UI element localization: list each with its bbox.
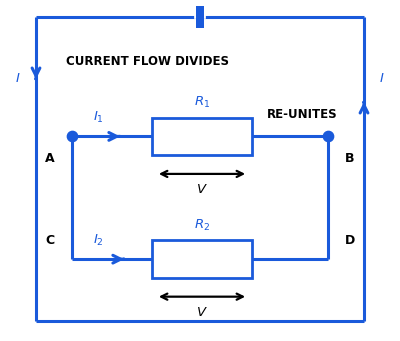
Text: $V$: $V$ [196,306,208,318]
Text: A: A [45,152,55,165]
Bar [152,118,252,155]
Text: $I$: $I$ [15,72,21,85]
Text: RE-UNITES: RE-UNITES [267,108,337,121]
Text: B: B [345,152,355,165]
Text: $R_2$: $R_2$ [194,218,210,233]
Text: $I_1$: $I_1$ [92,110,104,125]
Text: CURRENT FLOW DIVIDES: CURRENT FLOW DIVIDES [66,55,230,68]
Bar [196,6,204,28]
Text: D: D [345,234,355,247]
Point [325,134,331,139]
Text: $R_1$: $R_1$ [194,95,210,110]
Text: $V$: $V$ [196,183,208,196]
Text: C: C [46,234,54,247]
Text: $I_2$: $I_2$ [92,233,104,248]
Text: $I$: $I$ [379,72,385,85]
Bar [152,240,252,278]
Point [69,134,75,139]
